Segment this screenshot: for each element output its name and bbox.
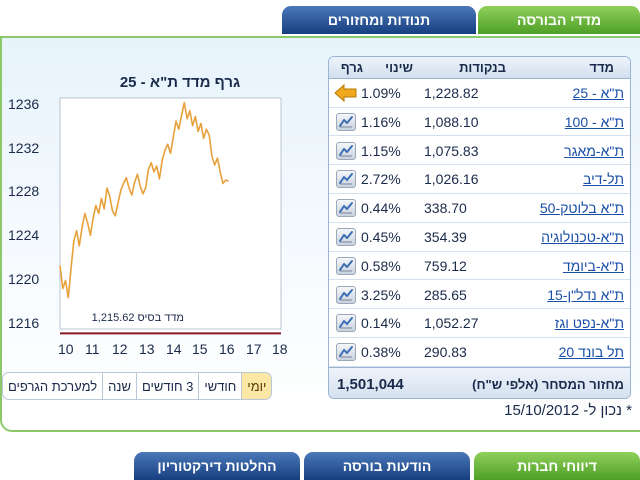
- index-link[interactable]: ת"א - 25: [572, 85, 624, 101]
- index-points: 338.70: [424, 200, 467, 217]
- period-monthly-button[interactable]: חודשי: [199, 372, 243, 400]
- tab-label: מדדי הבורסה: [517, 12, 601, 28]
- graph-icon[interactable]: [334, 168, 358, 190]
- table-header: מדד בנקודות שינוי גרף: [329, 57, 630, 79]
- table-row: ת"א-מאגר 1,075.83 1.15%: [329, 137, 630, 166]
- header-graph: גרף: [340, 60, 363, 75]
- tab-market-indices[interactable]: מדדי הבורסה: [478, 6, 640, 34]
- header-change: שינוי: [385, 60, 413, 75]
- index-chart: [59, 97, 282, 335]
- index-link[interactable]: ת"א נדל"ן-15: [547, 286, 624, 303]
- index-change: 0.45%: [361, 229, 401, 245]
- index-line: [59, 101, 229, 299]
- period-daily-button[interactable]: יומי: [242, 372, 273, 400]
- plot-area: [59, 97, 282, 330]
- graph-icon[interactable]: [334, 312, 358, 334]
- tab-label: הודעות בורסה: [342, 458, 432, 474]
- x-tick-label: 18: [272, 341, 288, 357]
- x-tick-label: 12: [112, 341, 128, 357]
- table-row: ת"א-ביומד 759.12 0.58%: [329, 252, 630, 281]
- y-tick-label: 1236: [8, 96, 40, 112]
- trading-volume-value: 1,501,044: [337, 376, 404, 393]
- index-change: 1.09%: [361, 85, 401, 101]
- table-row: ת"א-טכנולוגיה 354.39 0.45%: [329, 223, 630, 252]
- graph-icon[interactable]: [334, 255, 358, 277]
- table-row: תל בונד 20 290.83 0.38%: [329, 338, 630, 367]
- header-index: מדד: [589, 60, 614, 75]
- table-row: ת"א - 100 1,088.10 1.16%: [329, 108, 630, 137]
- header-points: בנקודות: [459, 60, 506, 75]
- x-tick-label: 14: [166, 341, 182, 357]
- index-link[interactable]: תל בונד 20: [558, 344, 624, 361]
- y-tick-label: 1216: [8, 315, 40, 331]
- graph-icon[interactable]: [334, 341, 358, 363]
- index-points: 1,088.10: [424, 113, 479, 130]
- index-change: 1.15%: [361, 142, 401, 159]
- index-link[interactable]: ת"א-נפט וגז: [554, 315, 624, 332]
- y-tick-label: 1232: [8, 140, 40, 156]
- x-tick-label: 15: [192, 341, 208, 357]
- y-tick-label: 1228: [8, 183, 40, 199]
- index-link[interactable]: ת"א בלוטק-50: [539, 200, 624, 217]
- index-change: 0.58%: [361, 257, 401, 274]
- graph-icon[interactable]: [334, 140, 358, 162]
- graph-icon[interactable]: [334, 226, 358, 248]
- index-change: 0.14%: [361, 315, 401, 332]
- period-year-button[interactable]: שנה: [103, 372, 137, 400]
- period-3-months-button[interactable]: 3 חודשים: [136, 372, 200, 400]
- tab-fluctuations[interactable]: תנודות ומחזורים: [282, 6, 476, 34]
- tab-label: תנודות ומחזורים: [327, 12, 431, 28]
- index-link[interactable]: ת"א-ביומד: [562, 257, 624, 274]
- graph-icon[interactable]: [334, 197, 358, 219]
- graph-icon[interactable]: [334, 111, 358, 133]
- table-row: ת"א - 25 1,228.82 1.09%: [329, 79, 630, 108]
- index-link[interactable]: ת"א - 100: [564, 113, 624, 130]
- tab-label: דיווחי חברות: [517, 458, 597, 474]
- table-row: ת"א-נפט וגז 1,052.27 0.14%: [329, 309, 630, 338]
- index-points: 285.65: [424, 286, 467, 303]
- index-points: 1,052.27: [424, 315, 479, 332]
- index-link[interactable]: ת"א-טכנולוגיה: [541, 229, 624, 245]
- charts-system-link[interactable]: למערכת הגרפים: [2, 372, 104, 400]
- tab-exchange-announcements[interactable]: הודעות בורסה: [304, 452, 470, 480]
- x-tick-label: 13: [139, 341, 155, 357]
- y-tick-label: 1224: [8, 227, 40, 243]
- index-change: 1.16%: [361, 113, 401, 130]
- index-points: 1,075.83: [424, 142, 479, 159]
- index-change: 0.38%: [361, 344, 401, 361]
- x-tick-label: 17: [246, 341, 262, 357]
- graph-icon[interactable]: [334, 284, 358, 306]
- x-tick-label: 11: [85, 341, 100, 357]
- indices-table: מדד בנקודות שינוי גרף ת"א - 25 1,228.82 1.…: [328, 56, 631, 399]
- trading-volume-row: מחזור המסחר (אלפי ש"ח) 1,501,044: [329, 367, 630, 398]
- y-tick-label: 1220: [8, 271, 40, 287]
- index-link[interactable]: ת"א-מאגר: [564, 142, 624, 159]
- base-index-label: מדד בסיס 1,215.62: [91, 312, 184, 324]
- table-row: ת"א בלוטק-50 338.70 0.44%: [329, 194, 630, 223]
- index-points: 1,026.16: [424, 171, 479, 188]
- index-change: 2.72%: [361, 171, 401, 188]
- trading-volume-label: מחזור המסחר (אלפי ש"ח): [472, 377, 624, 392]
- tab-label: החלטות דירקטוריון: [157, 458, 277, 474]
- index-points: 354.39: [424, 229, 467, 245]
- chart-title: גרף מדד ת"א - 25: [119, 74, 241, 91]
- index-points: 759.12: [424, 257, 467, 274]
- index-points: 1,228.82: [424, 85, 479, 101]
- index-change: 0.44%: [361, 200, 401, 217]
- x-tick-label: 16: [219, 341, 235, 357]
- x-tick-label: 10: [58, 341, 74, 357]
- period-selector: יומי חודשי 3 חודשים שנה למערכת הגרפים: [2, 372, 273, 400]
- index-points: 290.83: [424, 344, 467, 361]
- as-of-date: * נכון ל- 15/10/2012: [504, 402, 632, 419]
- table-row: תל-דיב 1,026.16 2.72%: [329, 165, 630, 194]
- tab-company-reports[interactable]: דיווחי חברות: [474, 452, 640, 480]
- tab-board-decisions[interactable]: החלטות דירקטוריון: [134, 452, 300, 480]
- table-row: ת"א נדל"ן-15 285.65 3.25%: [329, 281, 630, 310]
- arrow-left-icon[interactable]: [334, 82, 358, 104]
- index-link[interactable]: תל-דיב: [583, 171, 624, 188]
- index-change: 3.25%: [361, 286, 401, 303]
